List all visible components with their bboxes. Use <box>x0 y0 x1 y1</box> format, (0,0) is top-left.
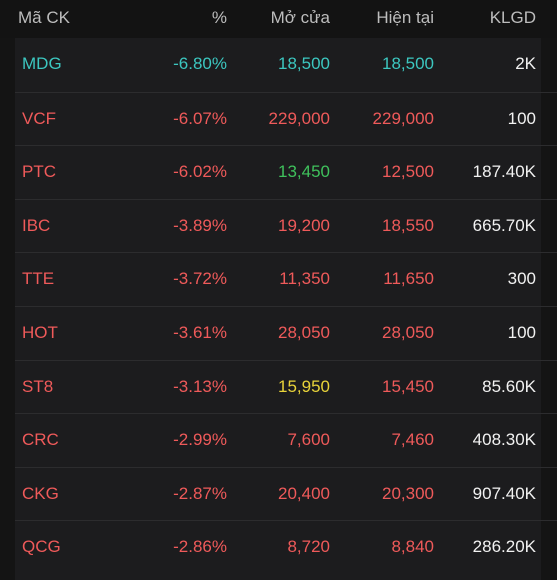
change-percent: -6.02% <box>173 162 227 182</box>
table-row[interactable]: QCG -2.86% 8,720 8,840 286.20K <box>15 520 557 574</box>
open-price: 229,000 <box>268 108 330 128</box>
change-percent: -3.89% <box>173 215 227 235</box>
stock-list: MDG -6.80% 18,500 18,500 2K VCF -6.07% 229,000 2… <box>15 38 557 580</box>
trade-volume: 2K <box>515 54 536 73</box>
current-price: 18,550 <box>382 215 434 235</box>
trade-volume: 300 <box>507 269 536 289</box>
trade-volume: 100 <box>507 108 536 128</box>
current-price: 18,500 <box>382 54 434 73</box>
table-row[interactable]: VCF -6.07% 229,000 229,000 100 <box>15 91 557 146</box>
table-row[interactable]: IBC -3.89% 19,200 18,550 665.70K <box>15 198 557 253</box>
table-row[interactable]: HOT -3.61% 28,050 28,050 100 <box>15 306 557 360</box>
open-price: 13,450 <box>278 162 330 182</box>
stock-symbol: PTC <box>22 162 56 182</box>
table-row[interactable]: ST8 -3.13% 15,950 15,450 85.60K <box>15 359 557 414</box>
stock-symbol: TTE <box>22 269 55 289</box>
stock-symbol: VCF <box>22 108 56 128</box>
open-price: 8,720 <box>287 537 330 557</box>
change-percent: -6.07% <box>173 108 227 128</box>
header-volume[interactable]: KLGD <box>489 8 536 27</box>
change-percent: -2.87% <box>173 483 227 503</box>
current-price: 8,840 <box>391 537 434 557</box>
table-row[interactable]: MDG -6.80% 18,500 18,500 2K <box>15 38 557 91</box>
current-price: 229,000 <box>372 108 434 128</box>
open-price: 19,200 <box>278 215 330 235</box>
trade-volume: 85.60K <box>482 376 536 396</box>
table-header: Mã CK % Mở cửa Hiện tại KLGD <box>0 0 557 38</box>
table-row[interactable]: TTE -3.72% 11,350 11,650 300 <box>15 252 557 306</box>
stock-symbol: HOT <box>22 323 58 342</box>
open-price: 28,050 <box>278 323 330 342</box>
open-price: 7,600 <box>287 430 330 450</box>
trade-volume: 286.20K <box>472 537 536 557</box>
current-price: 7,460 <box>391 430 434 450</box>
current-price: 20,300 <box>382 483 434 503</box>
trade-volume: 408.30K <box>472 430 536 450</box>
stock-symbol: ST8 <box>22 376 54 396</box>
trade-volume: 187.40K <box>472 162 536 182</box>
header-symbol[interactable]: Mã CK <box>18 8 70 27</box>
stock-symbol: MDG <box>22 54 62 73</box>
stock-symbol: CRC <box>22 430 59 450</box>
stock-symbol: IBC <box>22 215 51 235</box>
header-current[interactable]: Hiện tại <box>376 8 434 27</box>
header-percent[interactable]: % <box>211 8 227 27</box>
stock-symbol: CKG <box>22 483 59 503</box>
stock-symbol: QCG <box>22 537 61 557</box>
current-price: 12,500 <box>382 162 434 182</box>
trade-volume: 907.40K <box>472 483 536 503</box>
open-price: 15,950 <box>278 376 330 396</box>
open-price: 20,400 <box>278 483 330 503</box>
change-percent: -3.13% <box>173 376 227 396</box>
change-percent: -2.99% <box>173 430 227 450</box>
open-price: 11,350 <box>279 269 330 289</box>
table-row[interactable]: CRC -2.99% 7,600 7,460 408.30K <box>15 413 557 467</box>
change-percent: -3.61% <box>173 323 227 342</box>
table-row[interactable]: PTC -6.02% 13,450 12,500 187.40K <box>15 145 557 199</box>
current-price: 11,650 <box>383 269 434 289</box>
change-percent: -6.80% <box>173 54 227 73</box>
table-row[interactable]: CKG -2.87% 20,400 20,300 907.40K <box>15 466 557 521</box>
current-price: 15,450 <box>382 376 434 396</box>
trade-volume: 100 <box>507 323 536 342</box>
change-percent: -2.86% <box>173 537 227 557</box>
current-price: 28,050 <box>382 323 434 342</box>
header-open[interactable]: Mở cửa <box>270 8 330 27</box>
open-price: 18,500 <box>278 54 330 73</box>
trade-volume: 665.70K <box>472 215 536 235</box>
change-percent: -3.72% <box>173 269 227 289</box>
